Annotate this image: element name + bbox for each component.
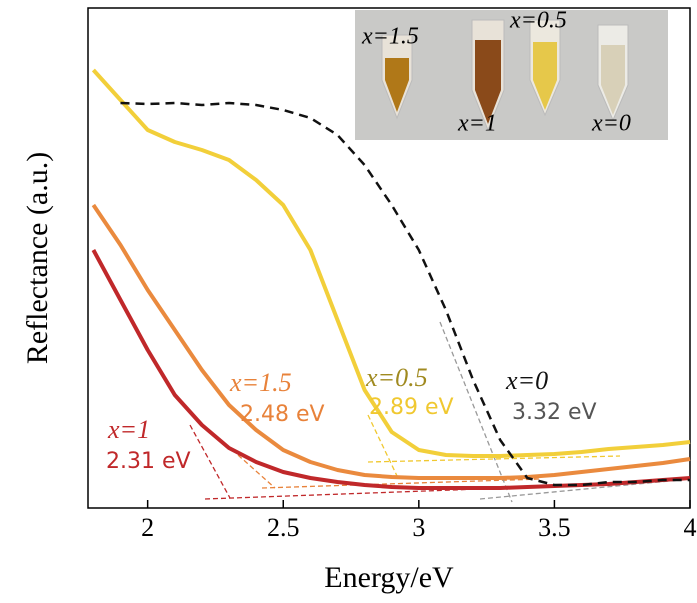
annotation-value: 2.48 eV [240, 402, 325, 427]
y-axis-label: Reflectance (a.u.) [21, 152, 54, 364]
annotation-value: 3.32 eV [512, 400, 597, 425]
annotation-value: 2.31 eV [106, 449, 191, 474]
plot-frame [87, 7, 691, 509]
inset-label: x=0 [591, 111, 631, 137]
inset-label: x=1.5 [361, 24, 419, 50]
series-line [91, 68, 691, 458]
inset-label: x=1 [457, 111, 497, 137]
annotation-value: 2.89 eV [369, 395, 454, 420]
series-line [120, 101, 690, 487]
x-tick-label: 3.5 [538, 513, 571, 542]
series-line [91, 203, 691, 480]
tangent-lines [189, 321, 691, 503]
x-axis-label: Energy/eV [324, 561, 454, 594]
inset-label: x=0.5 [509, 8, 567, 34]
annotation-label: x=1 [107, 415, 150, 444]
x-tick-label: 2 [141, 513, 154, 542]
x-tick-label: 4 [684, 513, 697, 542]
x-tick-label: 2.5 [267, 513, 300, 542]
x-tick-label: 3 [412, 513, 425, 542]
annotation-label: x=0.5 [365, 363, 428, 392]
inset-photo [355, 10, 668, 140]
annotation-label: x=1.5 [229, 368, 292, 397]
annotation-label: x=0 [505, 366, 548, 395]
